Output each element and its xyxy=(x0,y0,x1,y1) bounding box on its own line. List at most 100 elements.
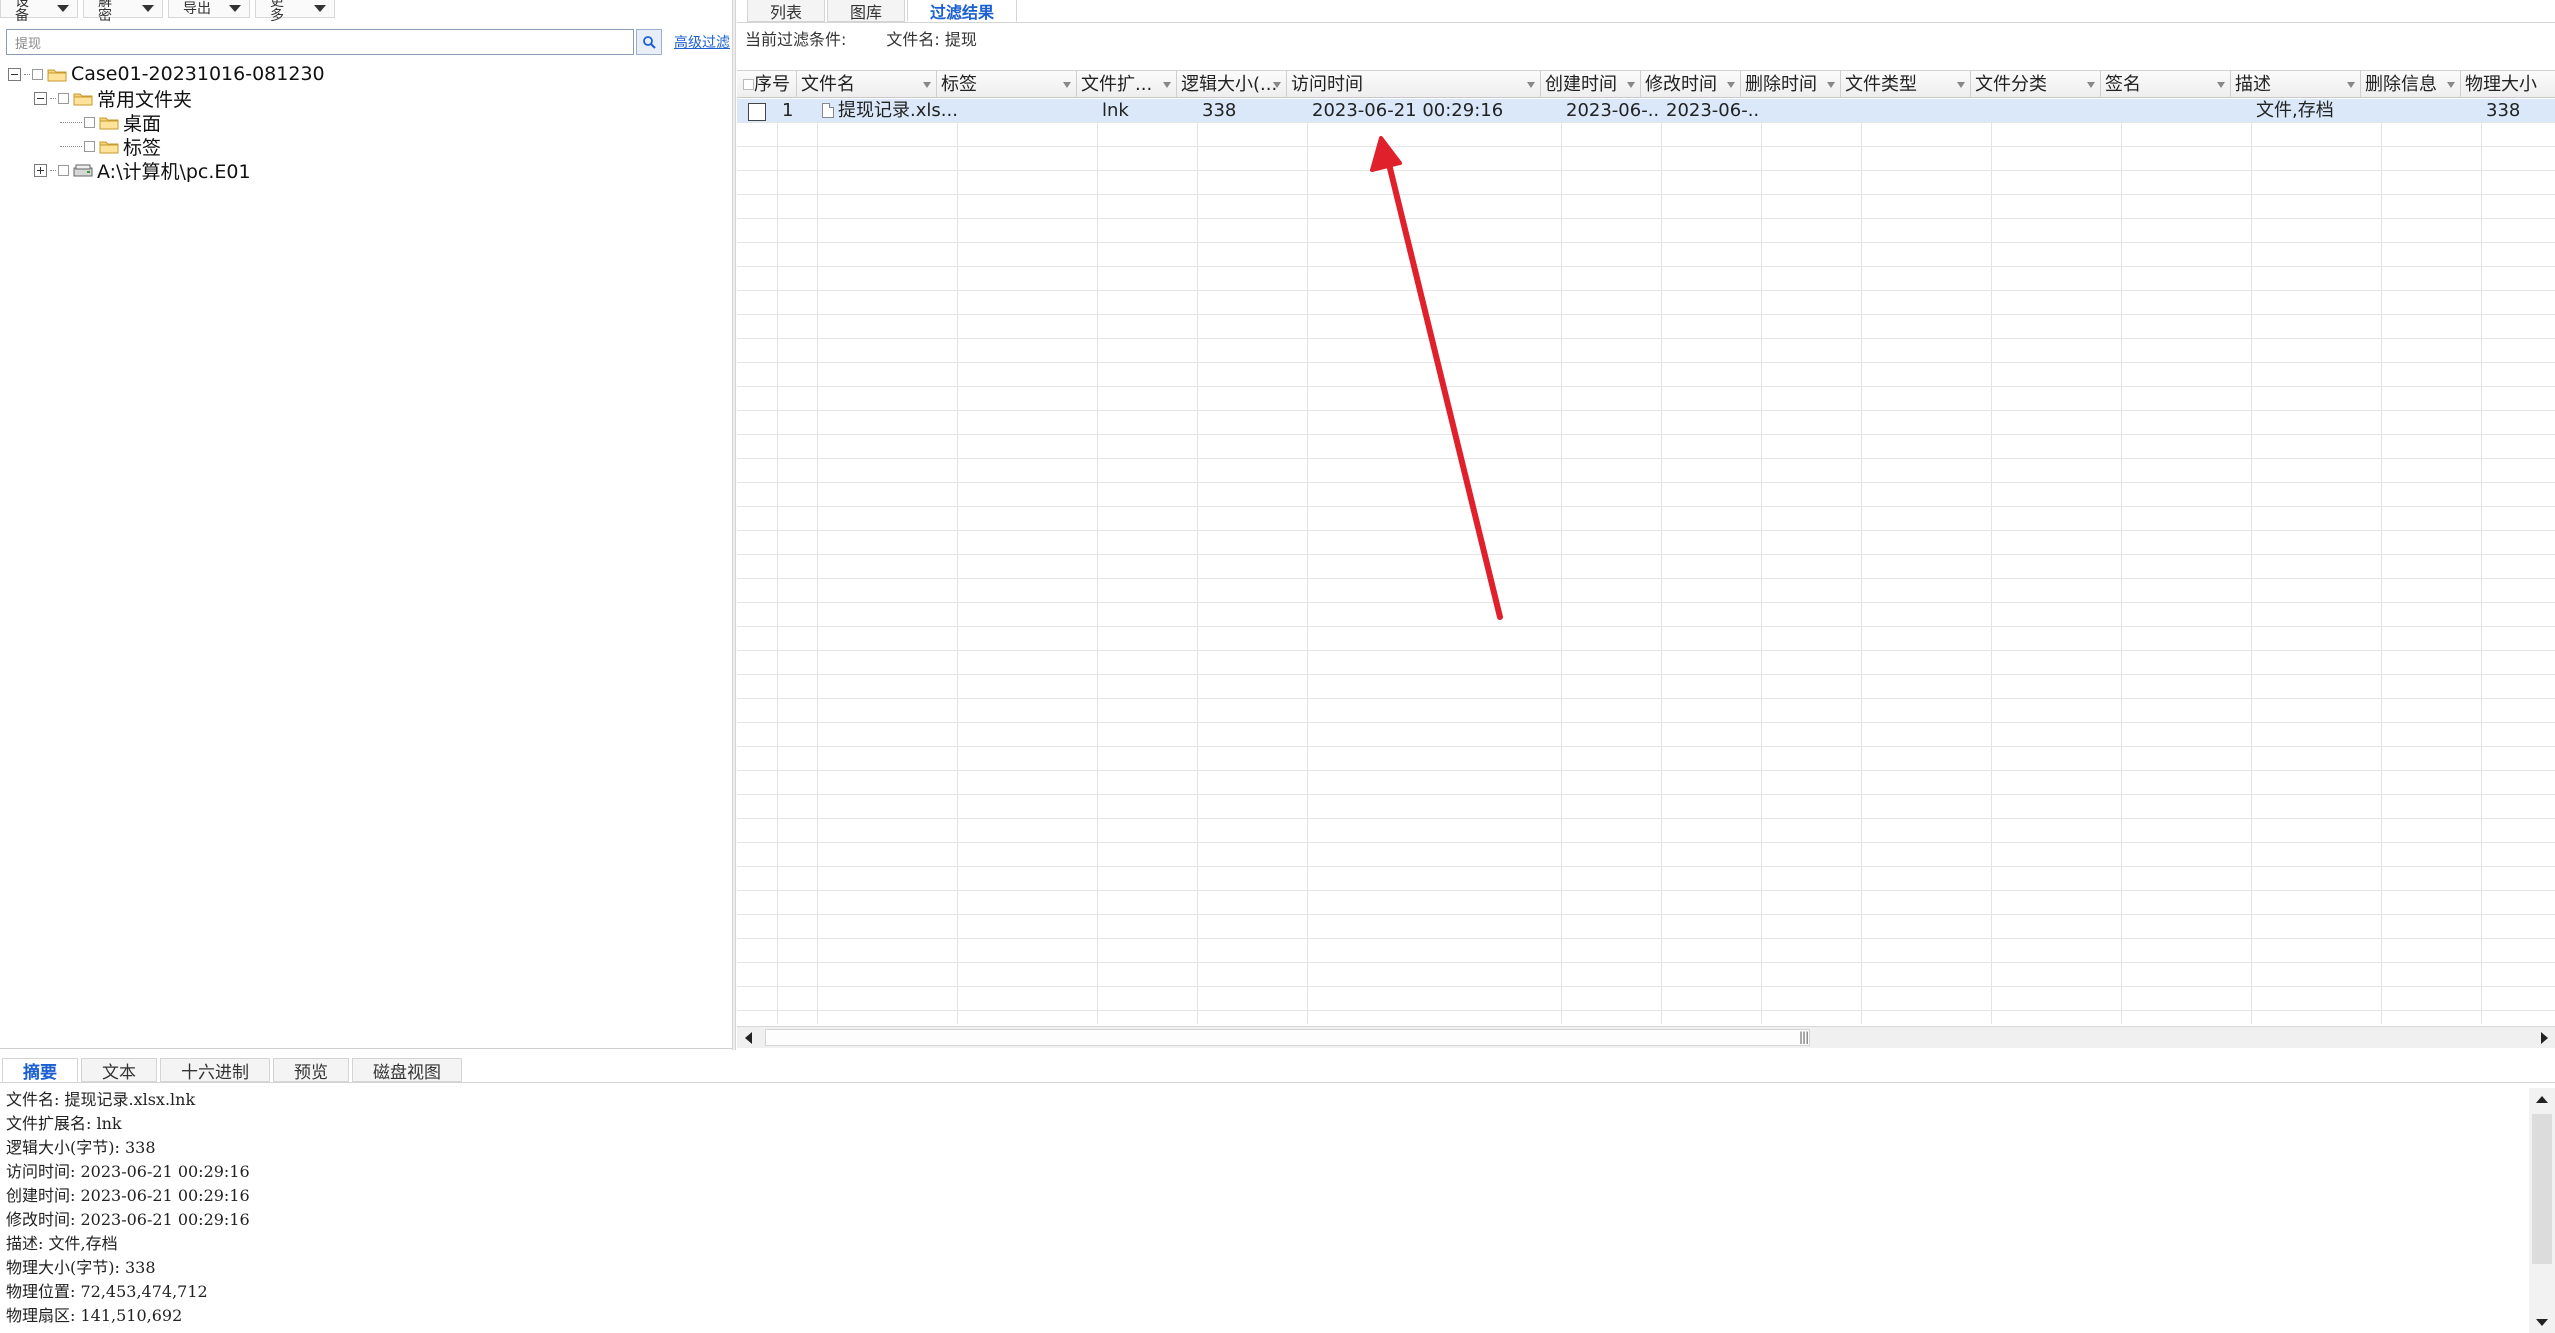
empty-table-row xyxy=(737,819,2555,843)
scroll-left-button[interactable] xyxy=(737,1027,759,1049)
table-row[interactable]: 1 提现记录.xls... lnk 338 2023-06-21 00:29:1… xyxy=(737,99,2555,123)
tree-node-common-folders[interactable]: 常用文件夹 xyxy=(34,86,192,111)
detail-pane: 摘要 文本 十六进制 预览 磁盘视图 文件名: 提现记录.xlsx.lnk 文件… xyxy=(0,1052,2555,1333)
filter-arrow-icon[interactable] xyxy=(1957,82,1965,88)
filter-arrow-icon[interactable] xyxy=(1163,82,1171,88)
table-body: 1 提现记录.xls... lnk 338 2023-06-21 00:29:1… xyxy=(737,99,2555,1024)
summary-line: 文件名: 提现记录.xlsx.lnk xyxy=(6,1090,196,1109)
column-header-delete-info[interactable]: 删除信息 xyxy=(2361,71,2461,98)
column-header-create-time[interactable]: 创建时间 xyxy=(1541,71,1641,98)
tab-text[interactable]: 文本 xyxy=(81,1058,157,1083)
column-header-signature[interactable]: 签名 xyxy=(2101,71,2231,98)
tab-gallery[interactable]: 图库 xyxy=(827,0,906,22)
vertical-scrollbar[interactable] xyxy=(2529,1088,2555,1333)
tree-label-desktop: 桌面 xyxy=(123,112,162,135)
tree-checkbox[interactable] xyxy=(58,92,69,104)
summary-line: 修改时间: 2023-06-21 00:29:16 xyxy=(6,1210,250,1229)
cell-delete-info xyxy=(2382,99,2481,123)
tab-list[interactable]: 列表 xyxy=(747,0,826,22)
column-header-description[interactable]: 描述 xyxy=(2231,71,2361,98)
filter-arrow-icon[interactable] xyxy=(2347,82,2355,88)
tree-node-tags[interactable]: 标签 xyxy=(60,134,162,159)
summary-line: 物理大小(字节): 338 xyxy=(6,1258,156,1277)
export-menu-label: 导出 xyxy=(183,0,211,17)
search-button[interactable] xyxy=(636,29,662,55)
summary-line: 逻辑大小(字节): 338 xyxy=(6,1138,156,1157)
left-pane: 设备 解密 导出 更多 高 xyxy=(0,0,735,1050)
search-input[interactable] xyxy=(6,29,634,55)
vertical-splitter[interactable] xyxy=(732,0,736,1050)
column-header-file-type[interactable]: 文件类型 xyxy=(1841,71,1971,98)
column-header-tag[interactable]: 标签 xyxy=(937,71,1077,98)
scroll-up-button[interactable] xyxy=(2529,1088,2555,1110)
filter-arrow-icon[interactable] xyxy=(2447,82,2455,88)
row-checkbox[interactable] xyxy=(748,103,766,121)
filter-arrow-icon[interactable] xyxy=(1627,82,1635,88)
column-header-index[interactable]: 序号 xyxy=(750,71,797,98)
filter-arrow-icon[interactable] xyxy=(923,82,931,88)
toolbar: 设备 解密 导出 更多 xyxy=(0,0,335,23)
tree-checkbox[interactable] xyxy=(58,164,69,176)
view-tabs: 列表 图库 过滤结果 xyxy=(747,0,1019,22)
device-menu-button[interactable]: 设备 xyxy=(0,0,78,23)
cell-create-time: 2023-06-... xyxy=(1566,100,1661,121)
filter-arrow-icon[interactable] xyxy=(2217,82,2225,88)
column-header-file-category[interactable]: 文件分类 xyxy=(1971,71,2101,98)
filter-arrow-icon[interactable] xyxy=(2087,82,2095,88)
decrypt-menu-button[interactable]: 解密 xyxy=(83,0,163,23)
summary-line: 物理位置: 72,453,474,712 xyxy=(6,1282,208,1301)
export-menu-button[interactable]: 导出 xyxy=(168,0,250,18)
cell-delete-time xyxy=(1762,99,1861,123)
column-header-logical-size[interactable]: 逻辑大小(... xyxy=(1177,71,1287,98)
collapse-icon[interactable] xyxy=(34,91,47,105)
tree-node-evidence[interactable]: A:\计算机\pc.E01 xyxy=(34,158,251,183)
expand-icon[interactable] xyxy=(34,163,47,177)
filter-arrow-icon[interactable] xyxy=(1727,82,1735,88)
column-header-extension[interactable]: 文件扩... xyxy=(1077,71,1177,98)
tree-checkbox[interactable] xyxy=(84,116,95,128)
drive-icon xyxy=(73,164,93,176)
filter-arrow-icon[interactable] xyxy=(1527,82,1535,88)
column-header-access-time[interactable]: 访问时间 xyxy=(1287,71,1541,98)
filter-arrow-icon[interactable] xyxy=(1063,82,1071,88)
filter-arrow-icon[interactable] xyxy=(1273,82,1281,88)
more-menu-button[interactable]: 更多 xyxy=(255,0,335,23)
collapse-icon[interactable] xyxy=(8,67,21,81)
tree-node-case[interactable]: Case01-20231016-081230 xyxy=(8,62,325,86)
scroll-down-button[interactable] xyxy=(2529,1311,2555,1333)
column-header-filename[interactable]: 文件名 xyxy=(797,71,937,98)
column-header-modify-time[interactable]: 修改时间 xyxy=(1641,71,1741,98)
empty-table-row xyxy=(737,219,2555,243)
advanced-filter-link[interactable]: 高级过滤 xyxy=(674,35,730,51)
summary-line: 创建时间: 2023-06-21 00:29:16 xyxy=(6,1186,250,1205)
tree-checkbox[interactable] xyxy=(84,140,95,152)
tab-hex[interactable]: 十六进制 xyxy=(160,1058,270,1083)
empty-table-row xyxy=(737,963,2555,987)
empty-table-row xyxy=(737,843,2555,867)
empty-table-row xyxy=(737,579,2555,603)
filter-arrow-icon[interactable] xyxy=(1827,82,1835,88)
empty-table-row xyxy=(737,723,2555,747)
tab-summary[interactable]: 摘要 xyxy=(2,1058,78,1083)
column-header-delete-time[interactable]: 删除时间 xyxy=(1741,71,1841,98)
tab-filter-results[interactable]: 过滤结果 xyxy=(907,0,1018,22)
tab-preview[interactable]: 预览 xyxy=(273,1058,349,1083)
select-all-checkbox[interactable] xyxy=(743,79,754,90)
table-header: 序号 文件名 标签 文件扩... 逻辑大小(... 访问时间 创建时间 修改时间… xyxy=(737,70,2555,98)
empty-table-row xyxy=(737,171,2555,195)
folder-icon xyxy=(99,117,119,129)
tree-label-tags: 标签 xyxy=(123,136,162,159)
scroll-thumb[interactable] xyxy=(765,1029,1810,1046)
tree-node-desktop[interactable]: 桌面 xyxy=(60,110,162,135)
tab-disk-view[interactable]: 磁盘视图 xyxy=(352,1058,462,1083)
empty-table-row xyxy=(737,195,2555,219)
tree-label-evidence: A:\计算机\pc.E01 xyxy=(97,160,251,183)
scroll-thumb[interactable] xyxy=(2532,1114,2552,1264)
tree-checkbox[interactable] xyxy=(32,68,43,80)
column-header-physical-size[interactable]: 物理大小 xyxy=(2465,74,2537,95)
horizontal-scrollbar[interactable]: ||| xyxy=(737,1026,2555,1048)
chevron-down-icon xyxy=(229,5,241,12)
empty-table-row xyxy=(737,987,2555,1011)
arrow-up-icon xyxy=(2536,1095,2548,1103)
scroll-right-button[interactable] xyxy=(2533,1027,2555,1049)
